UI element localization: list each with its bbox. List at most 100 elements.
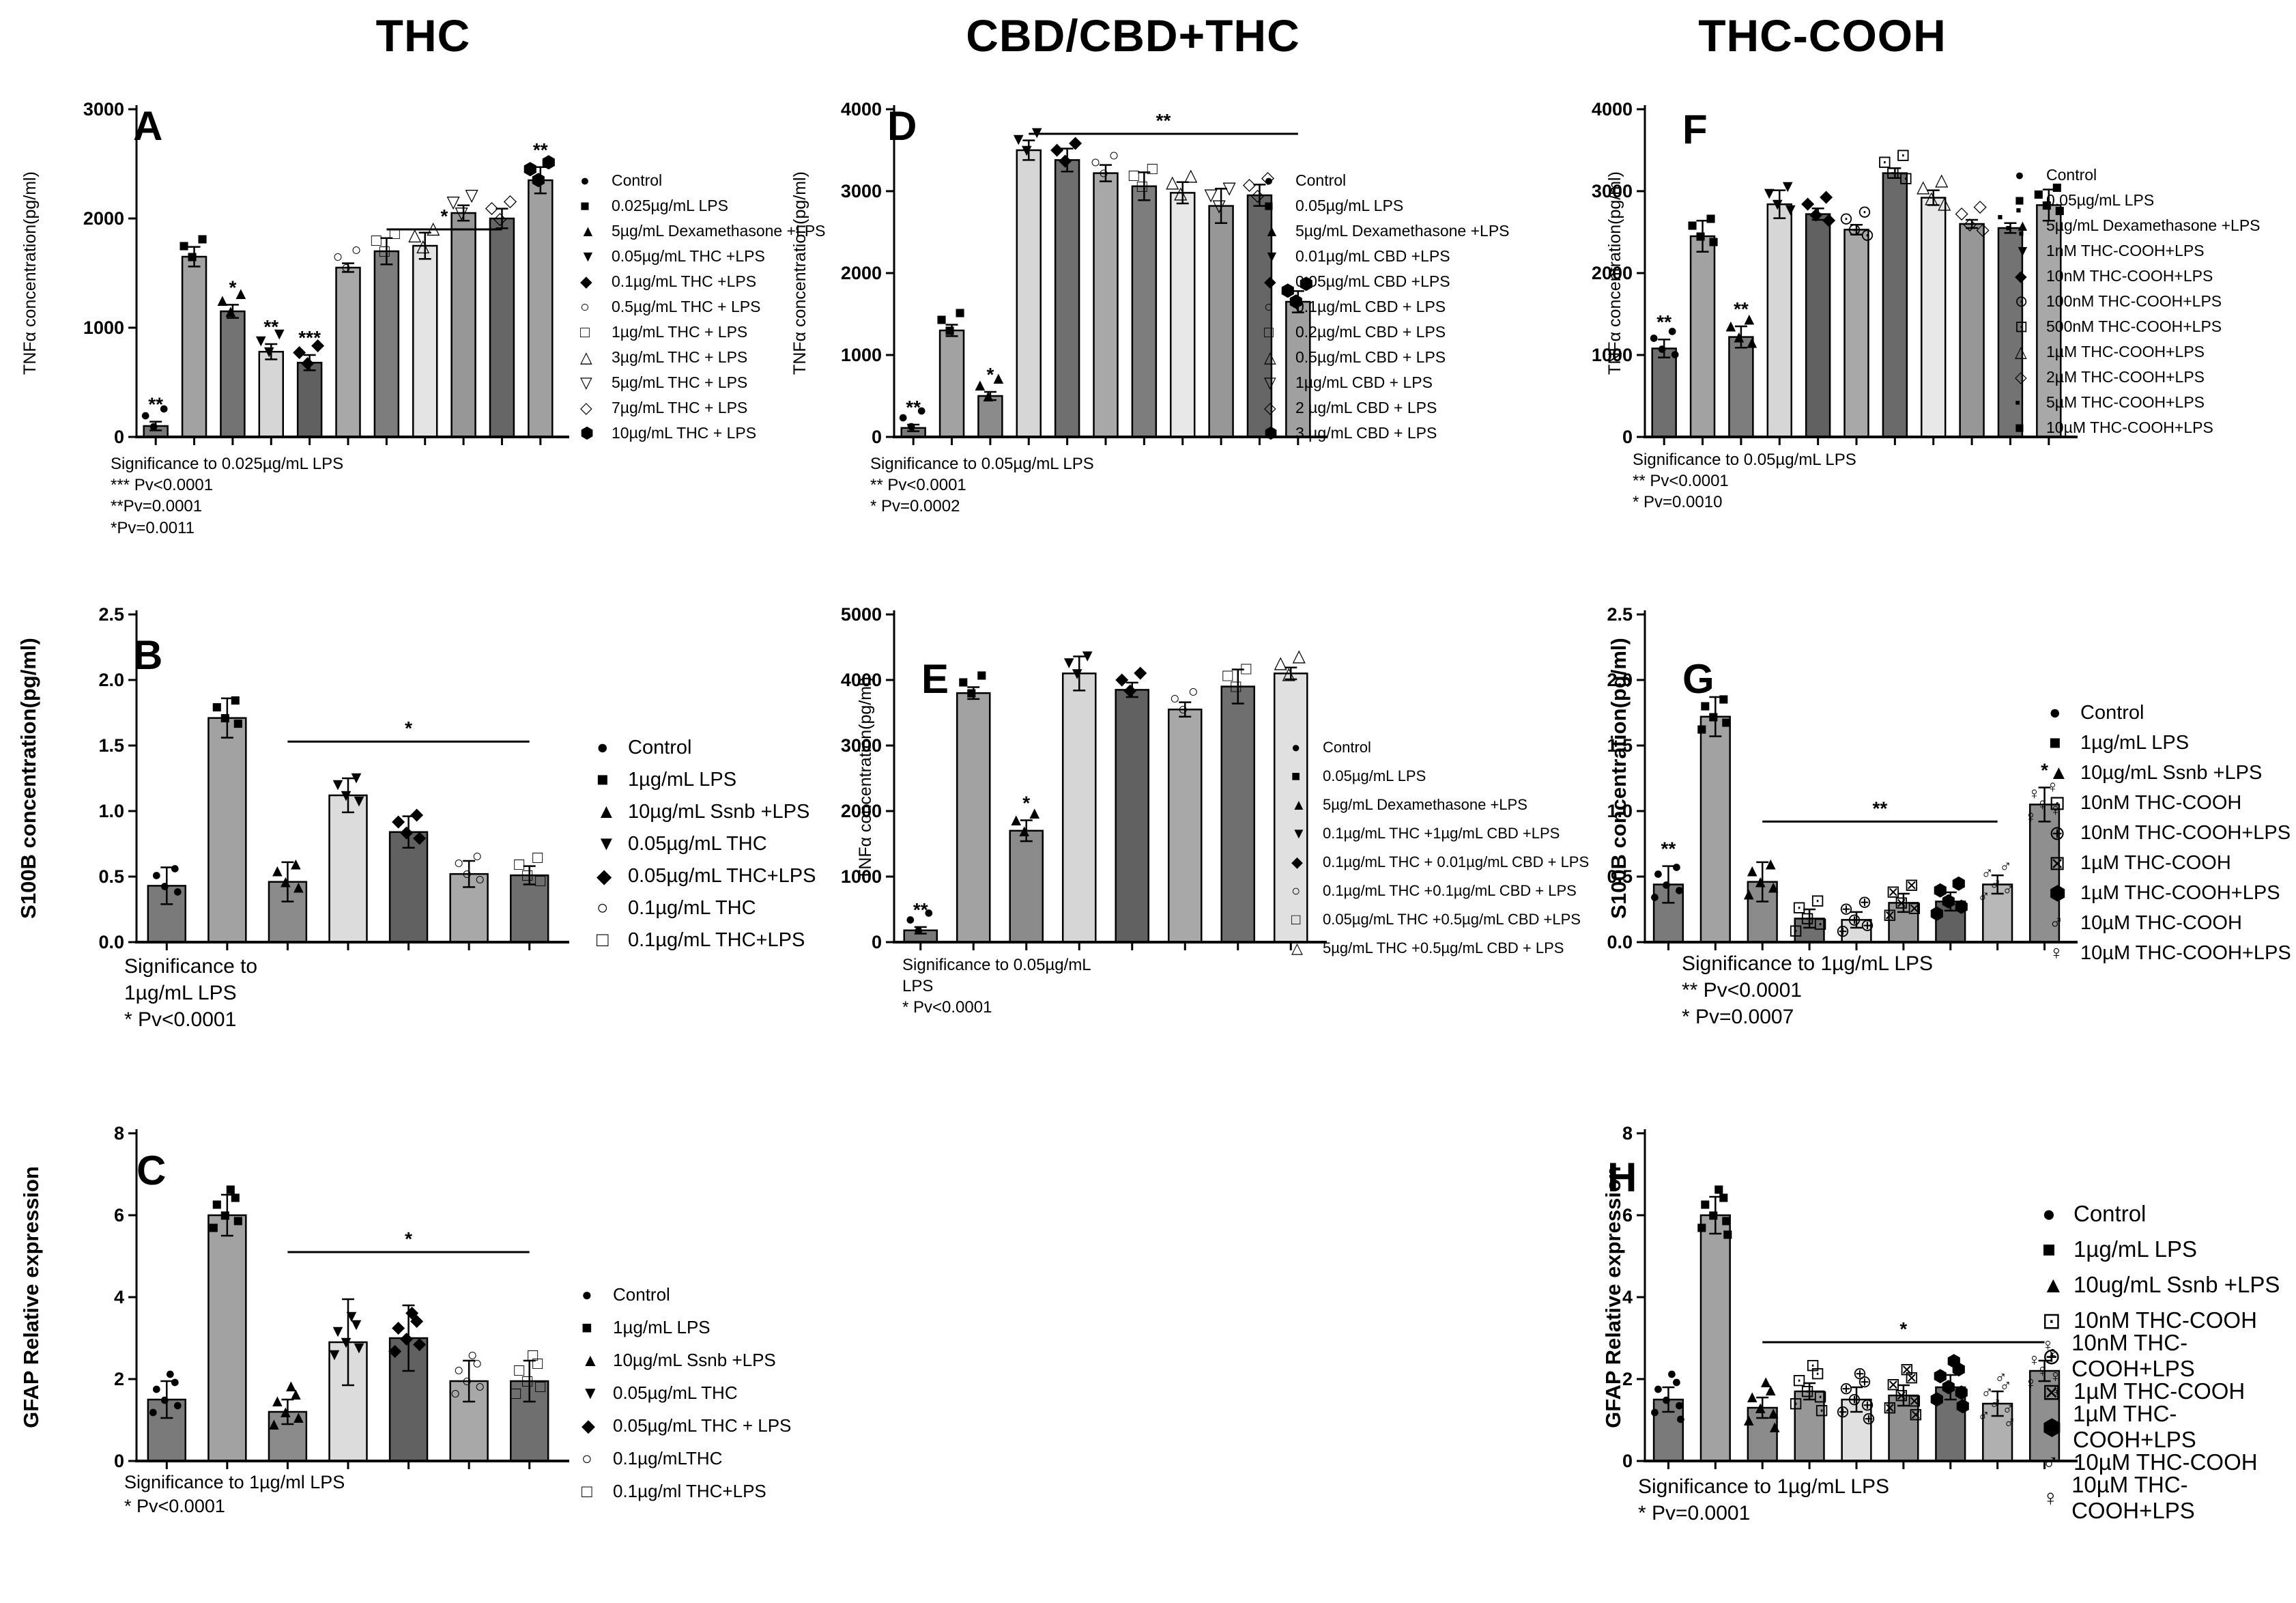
legend-label: 1µM THC-COOH+LPS [2080,881,2280,904]
legend-symbol-icon: ▼ [597,833,616,855]
legend-symbol-icon: ▲ [2015,216,2030,234]
svg-text:⊕: ⊕ [1848,1390,1862,1409]
legend-symbol-icon: ◇ [1264,399,1276,416]
svg-text:●: ● [1650,888,1660,907]
legend-label: 10nM THC-COOH+LPS [2046,267,2213,285]
svg-text:**: ** [148,394,163,415]
svg-text:▲: ▲ [1741,310,1758,329]
column-title-thc: THC [375,10,471,61]
legend-item: ▲ 10µg/mL Ssnb +LPS [582,1344,791,1376]
legend-item: ■ 0.05µg/mL LPS [1264,193,1510,218]
svg-text:▲: ▲ [269,862,286,881]
svg-text:⊡: ⊡ [1813,1387,1828,1406]
panel-a-legend: ● Control ■ 0.025µg/mL LPS ▲ 5µg/mL Dexametha… [580,168,826,446]
significance-note-a: Significance to 0.025µg/mL LPS *** Pv<0.… [111,455,344,537]
svg-text:⊡: ⊡ [1806,1356,1820,1375]
legend-label: 1µg/mL CBD + LPS [1295,373,1433,391]
legend-item: ● Control [2042,1196,2296,1232]
svg-text:●: ● [1649,328,1659,347]
legend-item: ▲ 5µg/mL Dexamethasone +LPS [580,218,826,244]
legend-item: ■ 1µg/mL LPS [597,764,816,796]
svg-text:▼: ▼ [1779,177,1796,196]
legend-item: ○ 0.1µg/mL THC [597,892,816,924]
svg-text:■: ■ [2033,184,2043,203]
svg-text:⊠: ⊠ [1894,893,1908,912]
svg-text:△: △ [1917,178,1930,197]
legend-symbol-icon: ▲ [2049,761,2069,784]
svg-text:♀: ♀ [2028,784,2041,803]
legend-item: ■ 10µM THC-COOH+LPS [2015,415,2261,440]
svg-text:◆: ◆ [1134,662,1147,681]
svg-text:■: ■ [1700,1195,1710,1214]
svg-text:▽: ▽ [1222,179,1236,198]
svg-text:□: □ [1147,159,1158,178]
legend-label: Control [1323,739,1371,756]
panel-letter-e: E [921,656,949,702]
svg-text:△: △ [1274,653,1288,672]
svg-text:⬢: ⬢ [541,153,556,172]
svg-text:◆: ◆ [311,335,325,354]
y-axis-label-b: S100B concentration(pg/ml) [16,638,40,919]
legend-item: ● Control [1264,168,1510,193]
legend-item: ● Control [582,1278,791,1311]
legend-label: Control [2073,1201,2147,1226]
svg-text:⊡: ⊡ [1899,169,1913,188]
svg-text:♂: ♂ [1977,888,1990,907]
legend-symbol-icon: ♂ [2049,911,2064,934]
significance-note-h: Significance to 1µg/mL LPS * Pv=0.0001 [1638,1475,1890,1524]
svg-text:0: 0 [1622,427,1633,447]
svg-text:⊡: ⊡ [1886,164,1900,183]
svg-text:4: 4 [114,1287,124,1307]
svg-text:⬢: ⬢ [1941,1378,1956,1397]
legend-item: ● Control [597,732,816,764]
panel-e-legend: ● Control ■ 0.05µg/mL LPS ▲ 5µg/mL Dexamethas… [1291,733,1589,963]
svg-text:●: ● [1667,321,1678,340]
svg-text:△: △ [1925,188,1938,208]
legend-item: ● Control [2015,162,2261,188]
svg-text:⊠: ⊠ [1899,1360,1914,1379]
legend-item: ◇ 7µg/mL THC + LPS [580,395,826,421]
legend-label: 0.025µg/mL LPS [612,197,728,214]
svg-text:⊙: ⊙ [1861,225,1875,244]
svg-text:●: ● [1657,339,1667,358]
svg-text:▪: ▪ [1997,208,2003,227]
svg-text:◇: ◇ [493,209,507,228]
legend-label: 5µg/mL THC +0.5µg/mL CBD + LPS [1323,939,1564,956]
svg-text:◆: ◆ [413,1334,427,1353]
panel-g-legend: ● Control ■ 1µg/mL LPS ▲ 10µg/mL Ssnb +LPS ⊡ 10… [2049,698,2291,968]
svg-text:▲: ▲ [1766,1417,1783,1436]
panel-b-bar-chart: 0.00.51.01.52.02.5● ●● ●■ ■■ ■▲ ▲▲▲▼ ▼▼▼◆ ◆◆ ◆○ ○… [98,604,569,952]
svg-text:▲: ▲ [1744,1387,1761,1406]
legend-symbol-icon: ⊠ [2042,1378,2061,1404]
svg-text:♂: ♂ [1994,1368,2007,1387]
legend-label: 3 µg/mL CBD + LPS [1295,424,1437,442]
legend-symbol-icon: △ [1291,939,1303,956]
svg-text:●: ● [1667,1364,1677,1383]
legend-symbol-icon: ◆ [2015,267,2027,285]
legend-label: 0.05µg/mL THC+LPS [628,865,816,887]
svg-text:▽: ▽ [1204,186,1218,205]
legend-label: 1µM THC-COOH [2080,851,2231,874]
svg-text:0: 0 [1622,1451,1633,1471]
legend-item: ⊠ 1µM THC-COOH [2042,1374,2296,1409]
legend-item: ⊕ 10nM THC-COOH+LPS [2042,1330,2296,1381]
svg-text:□: □ [1222,666,1233,685]
svg-text:3000: 3000 [1592,181,1633,201]
svg-text:▲: ▲ [1752,873,1769,892]
svg-text:■: ■ [230,691,240,710]
svg-text:*: * [986,364,994,385]
legend-symbol-icon: ⊡ [2042,1307,2061,1333]
legend-item: □ 0.05µg/mL THC +0.5µg/mL CBD +LPS [1291,905,1589,934]
svg-text:■: ■ [1695,227,1706,246]
legend-item: ⬢ 10µg/mL THC + LPS [580,421,826,446]
svg-text:□: □ [1241,659,1252,679]
svg-text:□: □ [535,871,546,890]
legend-item: ▽ 1µg/mL CBD + LPS [1264,370,1510,395]
legend-item: ▼ 0.05µg/mL THC +LPS [580,244,826,269]
svg-text:⊡: ⊡ [1878,153,1892,172]
legend-label: 1µg/mL LPS [2080,731,2190,754]
svg-text:△: △ [1938,194,1951,213]
